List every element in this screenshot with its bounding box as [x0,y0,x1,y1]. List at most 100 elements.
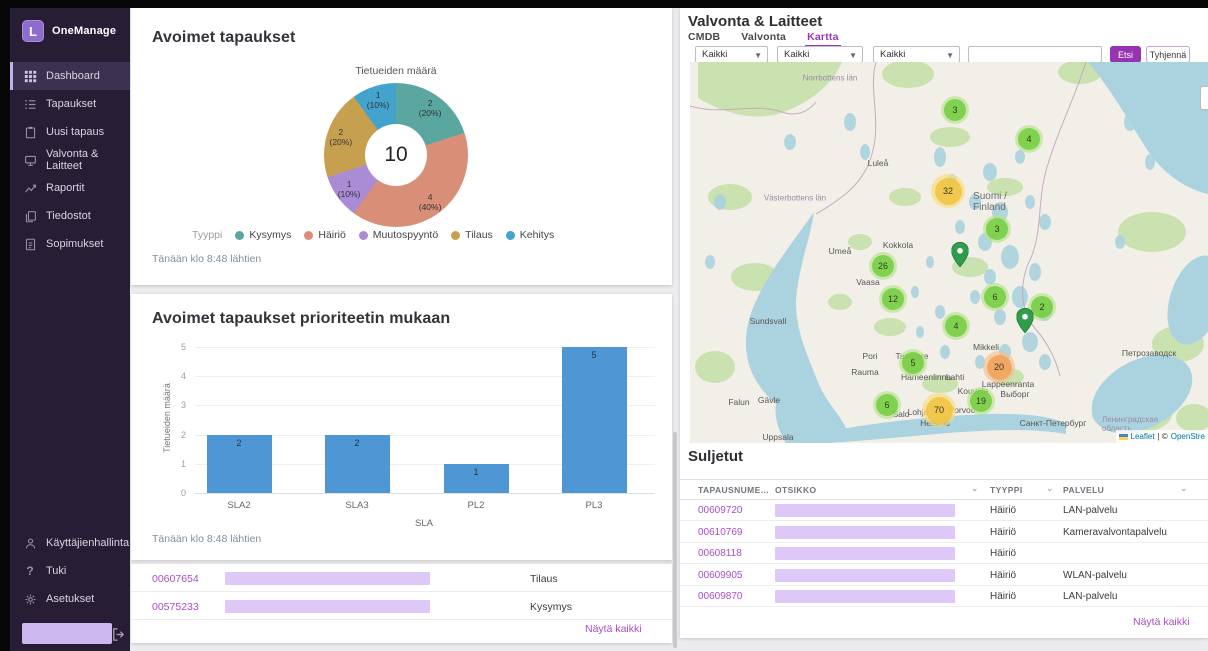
map-cluster-marker[interactable]: 5 [899,349,927,377]
tab-kartta[interactable]: Kartta [805,31,841,47]
map-cluster-marker[interactable]: 3 [941,96,969,124]
donut-chart-title: Tietueiden määrä [355,65,437,77]
user-account-box[interactable] [22,623,112,644]
leaflet-link[interactable]: Leaflet [1130,432,1155,441]
chevron-down-icon[interactable]: ⌄ [1046,483,1054,493]
search-input[interactable] [968,46,1102,63]
chevron-down-icon[interactable]: ⌄ [1180,483,1188,493]
app-name: OneManage [52,25,117,37]
flag-icon [1118,433,1128,440]
legend-item-muutospyynt[interactable]: Muutospyyntö [358,229,438,241]
search-button[interactable]: Etsi [1110,46,1141,63]
map-cluster-marker[interactable]: 12 [879,285,907,313]
map-cluster-marker[interactable]: 26 [869,252,897,280]
map-cluster-marker[interactable]: 20 [983,351,1015,383]
legend-item-h-iri[interactable]: Häiriö [304,229,346,241]
closed-show-all-link[interactable]: Näytä kaikki [1133,616,1190,628]
bar-pl3[interactable]: 5 [561,347,627,493]
column-header-palvelu[interactable]: PALVELU [1063,485,1105,495]
clear-button[interactable]: Tyhjennä [1146,46,1190,63]
closed-case-row[interactable]: 00609720 Häiriö LAN-palvelu [680,500,1208,521]
case-number-link[interactable]: 00575233 [152,601,199,613]
map-cluster-marker[interactable]: 3 [983,215,1011,243]
legend-item-tilaus[interactable]: Tilaus [451,229,493,241]
case-number-link[interactable]: 00607654 [152,573,199,585]
sidebar-item-tiedostot[interactable]: Tiedostot [10,202,130,230]
map-cluster-marker[interactable]: 4 [942,312,970,340]
case-number-link[interactable]: 00609870 [698,591,743,602]
legend-item-label: Häiriö [318,229,346,241]
sidebar-item-uusi-tapaus[interactable]: Uusi tapaus [10,118,130,146]
chevron-down-icon[interactable]: ⌄ [971,483,979,493]
open-case-row[interactable]: 00575233 Kysymys [131,592,672,620]
filter-select-3[interactable]: Kaikki ▼ [873,46,960,63]
filter-select-2[interactable]: Kaikki ▼ [777,46,863,63]
bar-value-label: 5 [591,350,597,360]
bar-sla3[interactable]: 2 [324,434,390,493]
bar-sla2[interactable]: 2 [206,434,272,493]
sidebar-item-asetukset[interactable]: Asetukset [10,585,130,613]
y-axis-tick: 3 [180,400,186,411]
sidebar-item-valvonta-laitteet[interactable]: Valvonta & Laitteet [10,146,130,174]
map-pin-marker[interactable] [951,241,969,272]
question-icon: ? [26,564,34,578]
gridline [195,434,655,436]
legend-item-kehitys[interactable]: Kehitys [505,229,554,241]
sidebar-item-sopimukset[interactable]: Sopimukset [10,230,130,258]
closed-case-row[interactable]: 00608118 Häiriö [680,543,1208,564]
closed-case-row[interactable]: 00609870 Häiriö LAN-palvelu [680,586,1208,607]
logout-icon[interactable] [111,627,127,643]
sidebar-item-label: Uusi tapaus [46,126,105,138]
cluster-count: 3 [944,99,966,121]
closed-case-row[interactable]: 00609905 Häiriö WLAN-palvelu [680,565,1208,586]
map[interactable]: Leaflet | © OpenStre Norrbottens län Lule… [690,62,1208,443]
map-place-label: Санкт-Петербург [1019,418,1087,428]
map-cluster-marker[interactable]: 6 [981,283,1009,311]
legend-item-kysymys[interactable]: Kysymys [235,229,291,241]
bar-value-label: 1 [473,466,479,477]
redacted-title-bar [225,572,430,585]
case-number-link[interactable]: 00608118 [698,548,742,559]
case-number-link[interactable]: 00609905 [698,569,743,581]
logo-icon: L [22,20,44,42]
cluster-count: 32 [934,177,962,205]
redacted-title-bar [775,568,955,582]
map-cluster-marker[interactable]: 4 [1015,125,1043,153]
osm-link[interactable]: OpenStre [1170,432,1205,441]
chevron-down-icon[interactable]: ⌄ [754,483,762,493]
map-zoom-control[interactable] [1200,86,1208,110]
tab-cmdb[interactable]: CMDB [688,31,721,43]
sidebar-item-tuki[interactable]: ? Tuki [10,557,130,585]
bar-pl2[interactable]: 1 [443,463,509,493]
sidebar: L OneManage Dashboard Tapaukset Uusi tapau… [10,8,130,651]
column-header-tyyppi[interactable]: TYYPPI [990,485,1023,495]
sidebar-item-k-ytt-jienhallinta[interactable]: Käyttäjienhallinta [10,529,130,557]
sidebar-item-dashboard[interactable]: Dashboard [10,62,130,90]
case-number-link[interactable]: 00609720 [698,505,743,516]
tab-valvonta[interactable]: Valvonta [741,31,787,43]
closed-case-row[interactable]: 00610769 Häiriö Kameravalvontapalvelu [680,522,1208,543]
column-header-tapausnume[interactable]: TAPAUSNUME... [698,485,769,495]
open-case-row[interactable]: 00607654 Tilaus [131,564,672,592]
cluster-count: 19 [970,390,992,412]
map-place-label: Выборг [1000,389,1030,399]
sidebar-item-raportit[interactable]: Raportit [10,174,130,202]
map-cluster-marker[interactable]: 70 [922,393,956,427]
case-number-link[interactable]: 00610769 [698,526,743,538]
sidebar-item-label: Raportit [46,182,85,194]
open-cases-show-all-link[interactable]: Näytä kaikki [585,623,642,635]
redacted-title-bar [775,525,955,539]
map-cluster-marker[interactable]: 19 [967,387,995,415]
map-pin-marker[interactable] [1016,307,1034,338]
column-header-otsikko[interactable]: OTSIKKO [775,485,817,495]
legend-dot [505,230,515,240]
map-cluster-marker[interactable]: 32 [931,174,965,208]
map-cluster-marker[interactable]: 6 [873,391,901,419]
bar-value-label: 2 [236,437,242,448]
scrollbar-thumb[interactable] [673,432,677,648]
bar-chart-xlabel: SLA [415,518,433,529]
gridline [195,376,655,378]
sidebar-item-tapaukset[interactable]: Tapaukset [10,90,130,118]
filter-select-1[interactable]: Kaikki ▼ [695,46,768,63]
